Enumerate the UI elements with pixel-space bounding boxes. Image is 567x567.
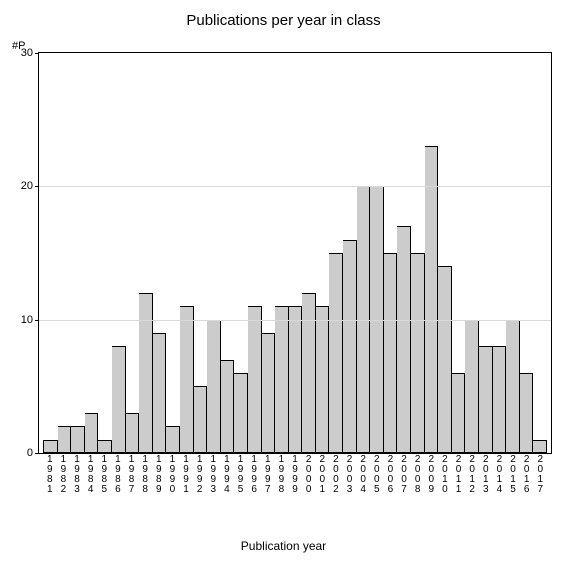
x-tick-label: 2004: [356, 455, 370, 495]
bar: [166, 426, 180, 453]
x-tick-label: 1992: [193, 455, 207, 495]
x-tick-label: 2002: [329, 455, 343, 495]
bar: [180, 306, 194, 453]
x-tick-label: 1987: [125, 455, 139, 495]
x-tick-label: 1984: [84, 455, 98, 495]
x-tick-label: 2011: [452, 455, 466, 495]
bar: [126, 413, 140, 453]
bar: [479, 346, 493, 453]
bar: [194, 386, 208, 453]
x-tick-label: 1999: [288, 455, 302, 495]
bar: [533, 440, 547, 453]
x-tick-label: 2001: [316, 455, 330, 495]
x-tick-label: 1981: [43, 455, 57, 495]
x-tick-label: 1991: [179, 455, 193, 495]
bar: [58, 426, 72, 453]
x-tick-label: 2009: [425, 455, 439, 495]
x-tick-label: 1989: [152, 455, 166, 495]
x-labels-group: 1981198219831984198519861987198819891990…: [43, 455, 547, 495]
bar: [275, 306, 289, 453]
bar: [85, 413, 99, 453]
bar: [234, 373, 248, 453]
bar: [493, 346, 507, 453]
bar: [43, 440, 58, 453]
y-tick-label: 10: [21, 314, 33, 326]
x-tick-label: 2014: [493, 455, 507, 495]
gridline: [39, 186, 551, 187]
bar: [248, 306, 262, 453]
x-tick-label: 1998: [275, 455, 289, 495]
x-tick-label: 1993: [207, 455, 221, 495]
x-tick-label: 2006: [384, 455, 398, 495]
x-tick-label: 1996: [247, 455, 261, 495]
bar: [506, 320, 520, 453]
bar: [465, 320, 479, 453]
x-tick-label: 2016: [520, 455, 534, 495]
gridline: [39, 320, 551, 321]
x-tick-label: 1995: [234, 455, 248, 495]
bar: [153, 333, 167, 453]
y-tick-label: 30: [21, 47, 33, 59]
x-tick-label: 1990: [166, 455, 180, 495]
publications-chart: Publications per year in class #P 198119…: [0, 0, 567, 567]
x-tick-label: 1985: [98, 455, 112, 495]
bar: [262, 333, 276, 453]
bar: [302, 293, 316, 453]
x-tick-label: 2003: [343, 455, 357, 495]
bar: [112, 346, 126, 453]
x-tick-label: 2013: [479, 455, 493, 495]
y-tick-label: 20: [21, 180, 33, 192]
x-tick-label: 2008: [411, 455, 425, 495]
y-tick-mark: [35, 320, 39, 321]
x-tick-label: 1982: [57, 455, 71, 495]
bar: [139, 293, 153, 453]
bar: [520, 373, 534, 453]
bar: [438, 266, 452, 453]
bars-group: [43, 53, 547, 453]
x-tick-label: 1986: [111, 455, 125, 495]
x-tick-label: 2007: [397, 455, 411, 495]
chart-title: Publications per year in class: [0, 12, 567, 29]
bar: [289, 306, 303, 453]
x-tick-label: 1988: [138, 455, 152, 495]
bar: [343, 240, 357, 453]
bar: [71, 426, 85, 453]
bar: [329, 253, 343, 453]
x-tick-label: 2015: [506, 455, 520, 495]
y-tick-mark: [35, 186, 39, 187]
bar: [384, 253, 398, 453]
x-tick-label: 2017: [534, 455, 548, 495]
x-tick-label: 1983: [70, 455, 84, 495]
x-tick-label: 2012: [465, 455, 479, 495]
y-tick-label: 0: [27, 447, 33, 459]
plot-area: 1981198219831984198519861987198819891990…: [38, 52, 552, 454]
bar: [452, 373, 466, 453]
x-tick-label: 2000: [302, 455, 316, 495]
x-tick-label: 2005: [370, 455, 384, 495]
bar: [411, 253, 425, 453]
bar: [221, 360, 235, 453]
bar: [397, 226, 411, 453]
bar: [207, 320, 221, 453]
x-tick-label: 1997: [261, 455, 275, 495]
bar: [316, 306, 330, 453]
x-tick-label: 1994: [220, 455, 234, 495]
y-tick-mark: [35, 453, 39, 454]
bar: [425, 146, 439, 453]
bar: [98, 440, 112, 453]
y-tick-mark: [35, 53, 39, 54]
x-tick-label: 2010: [438, 455, 452, 495]
x-axis-title: Publication year: [0, 539, 567, 553]
